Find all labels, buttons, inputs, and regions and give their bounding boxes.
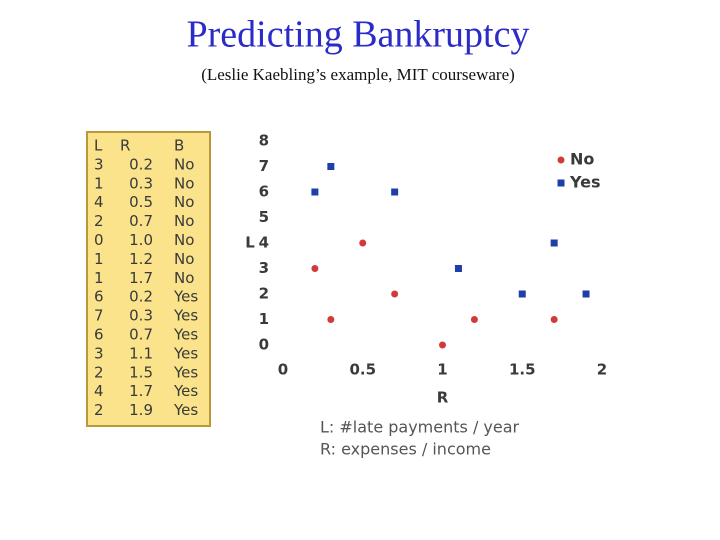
point <box>550 239 558 247</box>
table-header: R <box>120 137 130 155</box>
table-cell: 1 <box>94 269 104 287</box>
table-cell: No <box>174 155 194 173</box>
table-cell: Yes <box>173 363 198 381</box>
table-cell: 0.7 <box>129 326 153 344</box>
point <box>327 163 335 170</box>
annotation: L: #late payments / year <box>320 418 520 437</box>
table-cell: Yes <box>173 326 198 344</box>
table-cell: 1.7 <box>129 382 153 400</box>
y-tick-label: 6 <box>259 183 269 201</box>
y-tick-label: 0 <box>259 336 269 354</box>
table-box <box>86 131 211 427</box>
table-cell: No <box>174 250 194 268</box>
table-cell: 0.2 <box>129 155 153 173</box>
table-cell: 1 <box>94 174 104 192</box>
table-cell: 0.7 <box>129 212 153 230</box>
x-tick-label: 0.5 <box>349 361 376 379</box>
slide-subtitle: (Leslie Kaebling’s example, MIT coursewa… <box>201 65 515 84</box>
table-cell: No <box>174 269 194 287</box>
table-cell: 2 <box>94 363 104 381</box>
table-cell: 3 <box>94 344 104 362</box>
point <box>391 290 399 298</box>
table-header: B <box>174 137 184 155</box>
x-axis-label: R <box>437 389 449 407</box>
x-tick-label: 1 <box>437 361 447 379</box>
table-cell: Yes <box>173 401 198 419</box>
table-cell: 2 <box>94 212 104 230</box>
y-tick-label: 3 <box>259 259 269 277</box>
point <box>454 265 462 272</box>
slide-title: Predicting Bankruptcy <box>187 14 530 56</box>
legend-label: No <box>570 150 594 169</box>
legend-marker <box>557 156 565 164</box>
legend-label: Yes <box>569 173 601 192</box>
table-cell: 0 <box>94 231 104 249</box>
y-axis-label: L <box>245 234 255 252</box>
x-tick-label: 2 <box>597 361 607 379</box>
table-header: L <box>94 137 103 155</box>
point <box>311 188 319 196</box>
table-cell: No <box>174 174 194 192</box>
table-cell: 1.5 <box>129 363 153 381</box>
point <box>311 265 319 272</box>
table-cell: 0.3 <box>129 307 153 325</box>
annotation: R: expenses / income <box>320 440 491 459</box>
table-cell: 3 <box>94 155 104 173</box>
table-cell: 0.5 <box>129 193 153 211</box>
table-cell: 0.2 <box>129 288 153 306</box>
table-cell: Yes <box>173 307 198 325</box>
point <box>470 316 478 323</box>
table-cell: 1.2 <box>129 250 153 268</box>
table-cell: Yes <box>173 344 198 362</box>
point <box>439 341 446 349</box>
table-cell: Yes <box>173 288 198 306</box>
table-cell: 1 <box>94 250 104 268</box>
table-cell: 6 <box>94 326 104 344</box>
point <box>359 239 367 247</box>
y-tick-label: 1 <box>259 310 269 328</box>
point <box>550 316 558 323</box>
table-cell: Yes <box>173 382 198 400</box>
x-tick-label: 0 <box>278 361 288 379</box>
y-tick-label: 2 <box>259 285 269 303</box>
point <box>327 316 335 323</box>
y-tick-label: 7 <box>259 157 269 175</box>
y-tick-label: 8 <box>259 132 269 150</box>
table-cell: 1.1 <box>129 344 153 362</box>
point <box>518 290 526 298</box>
point <box>391 188 399 196</box>
x-tick-label: 1.5 <box>509 361 536 379</box>
table-cell: No <box>174 193 194 211</box>
table-cell: No <box>174 231 194 249</box>
y-tick-label: 5 <box>259 208 269 226</box>
table-cell: 4 <box>94 382 104 400</box>
legend-marker <box>557 179 565 187</box>
table-cell: 4 <box>94 193 104 211</box>
table-cell: 2 <box>94 401 104 419</box>
y-tick-label: 4 <box>259 234 269 252</box>
table-cell: 1.7 <box>129 269 153 287</box>
table-cell: 1.9 <box>129 401 153 419</box>
table-cell: 6 <box>94 288 104 306</box>
table-cell: 1.0 <box>129 231 153 249</box>
table-cell: 7 <box>94 307 104 325</box>
point <box>582 290 590 298</box>
table-cell: 0.3 <box>129 174 153 192</box>
table-cell: No <box>174 212 194 230</box>
